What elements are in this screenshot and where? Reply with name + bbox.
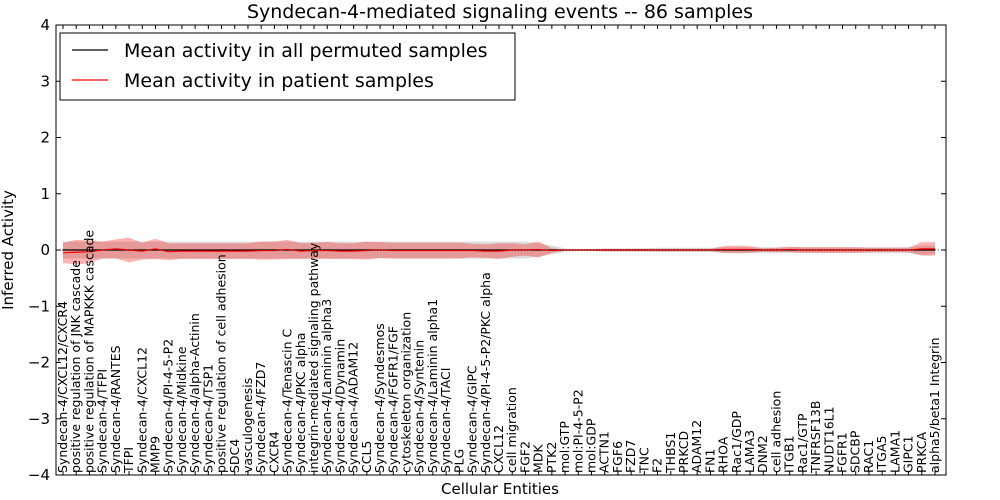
legend-label-permuted: Mean activity in all permuted samples — [124, 40, 487, 62]
x-category-label: Syndecan-4/TACI — [438, 368, 453, 473]
y-tick-label: −3 — [28, 410, 50, 428]
x-category-label: Syndecan-4/TSP1 — [200, 364, 215, 473]
legend-label-patient: Mean activity in patient samples — [124, 70, 434, 92]
x-category-label: ACTN1 — [597, 431, 612, 473]
series-lines — [62, 248, 935, 254]
x-category-label: positive regulation of MAPKKK cascade — [81, 230, 96, 473]
x-category-label: CXCL12 — [491, 425, 506, 473]
x-category-label: Syndecan-4/Syntenin — [412, 340, 427, 473]
x-category-label: TFPI — [121, 447, 136, 474]
x-category-label: mol:PI-4-5-P2 — [570, 389, 585, 473]
x-category-label: FN1 — [702, 449, 717, 474]
x-category-label: ADAM12 — [689, 420, 704, 473]
x-category-label: Syndecan-4/CXCL12/CXCR4 — [55, 301, 70, 473]
x-category-label: FZD7 — [623, 440, 638, 473]
x-category-label: Rac1/GDP — [729, 411, 744, 473]
x-category-label: Syndecan-4/FGFR1/FGF — [385, 326, 400, 473]
x-category-label: vasculogenesis — [240, 378, 255, 473]
x-category-label: Syndecan-4/Laminin alpha1 — [425, 299, 440, 473]
x-category-label: Syndecan-4/Laminin alpha3 — [319, 299, 334, 473]
x-category-label: Syndecan-4/TFPI — [95, 369, 110, 473]
y-tick-label: 4 — [40, 16, 50, 34]
y-axis-ticks: −4 −3 −2 −1 0 1 2 3 4 — [28, 16, 946, 484]
x-category-label: Syndecan-4/PKC alpha — [293, 333, 308, 473]
x-category-label: FGF2 — [517, 441, 532, 473]
x-category-label: cell adhesion — [768, 391, 783, 473]
legend-box — [59, 32, 516, 101]
y-tick-label: 3 — [40, 72, 50, 90]
x-category-label: FGFR1 — [835, 432, 850, 473]
x-category-label: THBS1 — [663, 432, 678, 474]
x-category-label: CXCR4 — [266, 431, 281, 473]
x-category-label: PRKCD — [676, 431, 691, 473]
x-category-label: RHOA — [716, 436, 731, 473]
series-line-patient — [62, 248, 935, 254]
x-category-label: mol:GTP — [557, 421, 572, 473]
x-category-label: PLG — [451, 449, 466, 473]
x-category-label: DNM2 — [755, 435, 770, 473]
x-category-label: RAC1 — [861, 440, 876, 473]
x-category-label: ITGA5 — [874, 435, 889, 473]
x-category-label: positive regulation of JNK cascade — [68, 260, 83, 473]
x-category-label: Syndecan-4/PI-4-5-P2/PKC alpha — [478, 272, 493, 473]
x-category-label: LAMA3 — [742, 430, 757, 473]
x-category-label: cell migration — [504, 387, 519, 473]
x-category-label: Syndecan-4/ADAM12 — [346, 342, 361, 473]
x-category-label: GIPC1 — [901, 435, 916, 473]
x-category-label: LAMA1 — [887, 430, 902, 473]
chart-title: Syndecan-4-mediated signaling events -- … — [247, 1, 753, 23]
x-category-label: MMP9 — [147, 436, 162, 473]
x-category-label: integrin-mediated signaling pathway — [306, 242, 321, 473]
x-category-label: MDK — [531, 444, 546, 473]
y-tick-label: 0 — [40, 241, 50, 259]
x-category-label: Rac1/GTP — [795, 413, 810, 473]
x-category-label: CCL5 — [359, 441, 374, 473]
x-category-label: F2 — [650, 458, 665, 473]
x-category-label: Syndecan-4/FZD7 — [253, 362, 268, 473]
x-category-label: SDCBP — [848, 430, 863, 473]
y-tick-label: −1 — [28, 297, 50, 315]
x-axis-label: Cellular Entities — [441, 480, 559, 498]
x-category-label: Syndecan-4/Tenascin C — [280, 328, 295, 473]
x-category-label: Syndecan-4/Midkine — [174, 346, 189, 473]
x-category-label: Syndecan-4/CXCL12 — [134, 347, 149, 473]
x-category-label: Syndecan-4/RANTES — [108, 345, 123, 473]
x-category-label: PTK2 — [544, 442, 559, 473]
x-category-label: mol:GDP — [583, 418, 598, 473]
x-category-label: positive regulation of cell adhesion — [214, 254, 229, 473]
x-category-label: TNC — [636, 447, 651, 474]
x-category-label: Syndecan-4/PI-4-5-P2 — [161, 339, 176, 473]
x-category-label: FGF6 — [610, 441, 625, 473]
x-category-label: Syndecan-4/GIPC — [465, 365, 480, 473]
x-category-label: NUDT16L1 — [821, 406, 836, 473]
y-tick-label: 1 — [40, 185, 50, 203]
y-tick-label: 2 — [40, 129, 50, 147]
y-axis-label: Inferred Activity — [0, 190, 17, 310]
x-category-label: alpha5/beta1 Integrin — [927, 337, 942, 473]
x-category-label: Syndecan-4/alpha-Actinin — [187, 313, 202, 473]
x-category-label: cytoskeleton organization — [399, 312, 414, 473]
x-category-label: Syndecan-4/Syndesmos — [372, 323, 387, 473]
x-category-label: ITGB1 — [782, 435, 797, 473]
x-axis-ticks — [62, 25, 936, 475]
x-category-label: Syndecan-4/Dynamin — [332, 339, 347, 473]
y-tick-label: −4 — [28, 466, 50, 484]
x-category-label: PRKCA — [914, 432, 929, 473]
y-tick-label: −2 — [28, 354, 50, 372]
legend: Mean activity in all permuted samples Me… — [59, 32, 516, 101]
x-category-label: SDC4 — [227, 439, 242, 473]
x-category-label: TNFRSF13B — [808, 401, 823, 474]
